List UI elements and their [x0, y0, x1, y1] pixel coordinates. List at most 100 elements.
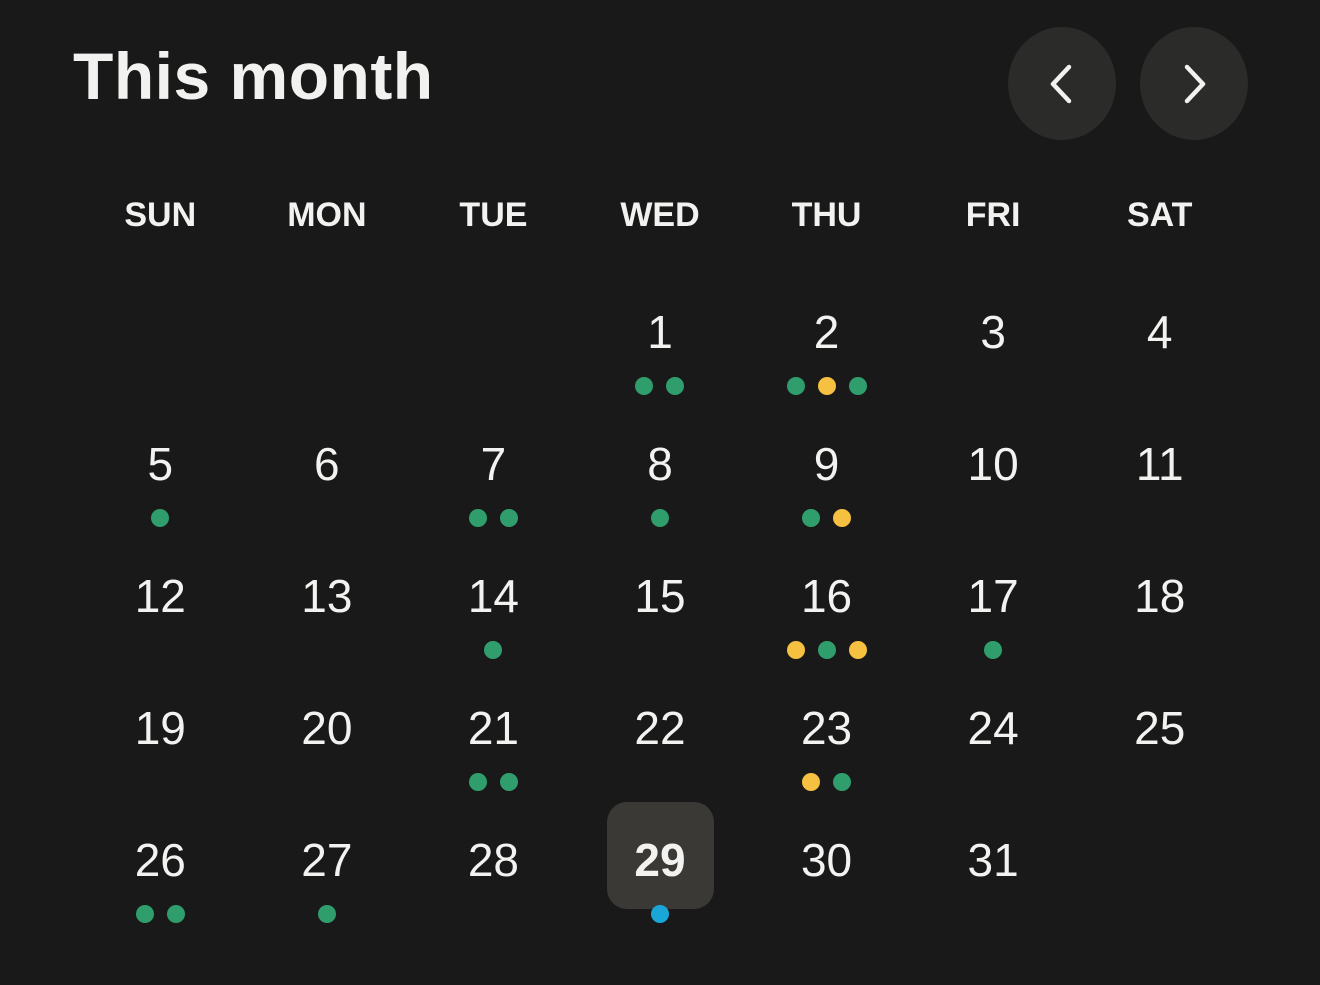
calendar-day[interactable]: 22: [577, 662, 744, 794]
event-dots: [410, 641, 577, 659]
event-dots: [410, 509, 577, 527]
event-dot-green: [484, 641, 503, 659]
event-dot-green: [468, 509, 487, 527]
day-number: 24: [967, 702, 1019, 754]
event-dot-green: [666, 377, 685, 395]
calendar-day[interactable]: 13: [244, 530, 411, 662]
event-dot-yellow: [833, 509, 852, 527]
calendar-day[interactable]: 24: [910, 662, 1077, 794]
event-dots: [577, 509, 744, 527]
day-number: 6: [314, 438, 340, 490]
day-number: 21: [467, 702, 519, 754]
day-number: 15: [634, 570, 686, 622]
day-number: 25: [1134, 702, 1186, 754]
event-dot-green: [151, 509, 170, 527]
event-dot-green: [817, 641, 836, 659]
calendar-day[interactable]: 23: [743, 662, 910, 794]
calendar-day[interactable]: 5: [77, 398, 244, 530]
calendar-day[interactable]: 1: [577, 266, 744, 398]
calendar-day[interactable]: 15: [577, 530, 744, 662]
day-number: 28: [467, 834, 519, 886]
calendar-day[interactable]: 19: [77, 662, 244, 794]
day-number: 9: [813, 438, 840, 490]
day-number: 12: [134, 570, 186, 622]
weekday-label: WED: [620, 196, 700, 234]
calendar-day[interactable]: 28: [410, 794, 577, 926]
event-dots: [743, 773, 910, 791]
calendar-day[interactable]: 17: [910, 530, 1077, 662]
calendar-day[interactable]: 6: [244, 398, 411, 530]
calendar-day[interactable]: 7: [410, 398, 577, 530]
day-number: 14: [467, 570, 519, 622]
calendar-day[interactable]: 26: [77, 794, 244, 926]
event-dot-yellow: [817, 377, 836, 395]
calendar-day[interactable]: 16: [743, 530, 910, 662]
calendar-day[interactable]: 9: [743, 398, 910, 530]
weekday-label: FRI: [965, 196, 1021, 234]
event-dot-green: [786, 377, 805, 395]
calendar-day[interactable]: 14: [410, 530, 577, 662]
calendar-day[interactable]: 3: [910, 266, 1077, 398]
weekday-label: SUN: [124, 196, 197, 234]
event-dot-green: [468, 773, 487, 791]
day-number: 10: [967, 438, 1019, 490]
weekday-label: MON: [287, 196, 367, 234]
event-dot-green: [166, 905, 185, 923]
event-dot-green: [833, 773, 852, 791]
calendar-day[interactable]: 18: [1076, 530, 1243, 662]
event-dots: [743, 641, 910, 659]
day-number: 27: [301, 834, 353, 886]
day-number: 16: [800, 570, 853, 622]
chevron-right-icon: [1184, 64, 1206, 103]
calendar-day[interactable]: 20: [244, 662, 411, 794]
calendar-day[interactable]: 30: [743, 794, 910, 926]
event-dot-green: [984, 641, 1003, 659]
empty-cell: [244, 266, 411, 398]
day-number: 22: [634, 702, 686, 754]
day-number: 13: [301, 570, 353, 622]
calendar-day-selected[interactable]: 29: [577, 794, 744, 926]
calendar-day[interactable]: 27: [244, 794, 411, 926]
empty-cell: [77, 266, 244, 398]
calendar-day[interactable]: 25: [1076, 662, 1243, 794]
event-dot-green: [135, 905, 154, 923]
calendar-day[interactable]: 21: [410, 662, 577, 794]
day-number: 18: [1134, 570, 1186, 622]
event-dots: [743, 509, 910, 527]
page-title: This month: [73, 39, 434, 113]
weekday-label: THU: [791, 196, 862, 234]
weekday-header: SUN MON TUE WED THU FRI SAT: [77, 196, 1243, 235]
event-dot-green: [848, 377, 867, 395]
day-number: 3: [980, 306, 1006, 358]
empty-cell: [410, 266, 577, 398]
event-dot-yellow: [786, 641, 805, 659]
event-dots: [910, 641, 1077, 659]
event-dot-green: [499, 509, 518, 527]
calendar-day[interactable]: 31: [910, 794, 1077, 926]
event-dots: [743, 377, 910, 395]
calendar-day[interactable]: 10: [910, 398, 1077, 530]
day-number: 1: [647, 306, 673, 358]
day-number: 8: [647, 438, 673, 490]
event-dot-green: [317, 905, 336, 923]
event-dot-green: [499, 773, 518, 791]
event-dots: [577, 905, 744, 923]
day-number: 19: [134, 702, 186, 754]
day-number: 2: [813, 306, 840, 358]
previous-month-button[interactable]: [1008, 27, 1116, 140]
calendar-day[interactable]: 2: [743, 266, 910, 398]
calendar-day[interactable]: 8: [577, 398, 744, 530]
event-dot-green: [802, 509, 821, 527]
weekday-label: TUE: [459, 196, 528, 234]
calendar-day[interactable]: 4: [1076, 266, 1243, 398]
calendar-day[interactable]: 12: [77, 530, 244, 662]
event-dot-green: [650, 509, 669, 527]
event-dot-blue: [650, 905, 669, 923]
day-number: 26: [134, 834, 186, 886]
day-number: 30: [800, 834, 853, 886]
next-month-button[interactable]: [1140, 27, 1248, 140]
calendar-day[interactable]: 11: [1076, 398, 1243, 530]
event-dots: [244, 905, 411, 923]
day-number: 4: [1146, 306, 1173, 358]
selected-day-highlight: [606, 802, 714, 909]
